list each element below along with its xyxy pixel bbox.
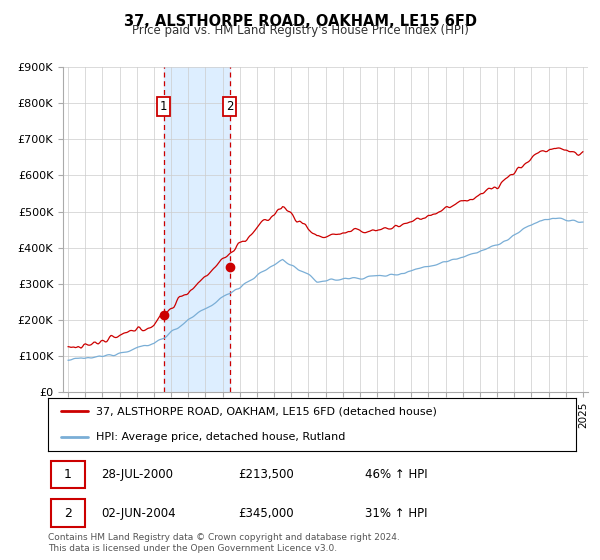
Text: £213,500: £213,500 [238, 468, 294, 481]
FancyBboxPatch shape [50, 500, 85, 527]
Text: Contains HM Land Registry data © Crown copyright and database right 2024.
This d: Contains HM Land Registry data © Crown c… [48, 533, 400, 553]
Text: Price paid vs. HM Land Registry's House Price Index (HPI): Price paid vs. HM Land Registry's House … [131, 24, 469, 37]
Text: 28-JUL-2000: 28-JUL-2000 [101, 468, 173, 481]
Text: 02-JUN-2004: 02-JUN-2004 [101, 507, 175, 520]
Text: 1: 1 [64, 468, 72, 481]
Text: 37, ALSTHORPE ROAD, OAKHAM, LE15 6FD: 37, ALSTHORPE ROAD, OAKHAM, LE15 6FD [124, 14, 476, 29]
Text: HPI: Average price, detached house, Rutland: HPI: Average price, detached house, Rutl… [95, 432, 345, 442]
Text: 2: 2 [64, 507, 72, 520]
Text: £345,000: £345,000 [238, 507, 294, 520]
Text: 1: 1 [160, 100, 167, 113]
Text: 2: 2 [226, 100, 233, 113]
Bar [164, 67, 230, 392]
Text: 31% ↑ HPI: 31% ↑ HPI [365, 507, 427, 520]
FancyBboxPatch shape [50, 461, 85, 488]
Text: 37, ALSTHORPE ROAD, OAKHAM, LE15 6FD (detached house): 37, ALSTHORPE ROAD, OAKHAM, LE15 6FD (de… [95, 407, 436, 417]
Text: 46% ↑ HPI: 46% ↑ HPI [365, 468, 427, 481]
